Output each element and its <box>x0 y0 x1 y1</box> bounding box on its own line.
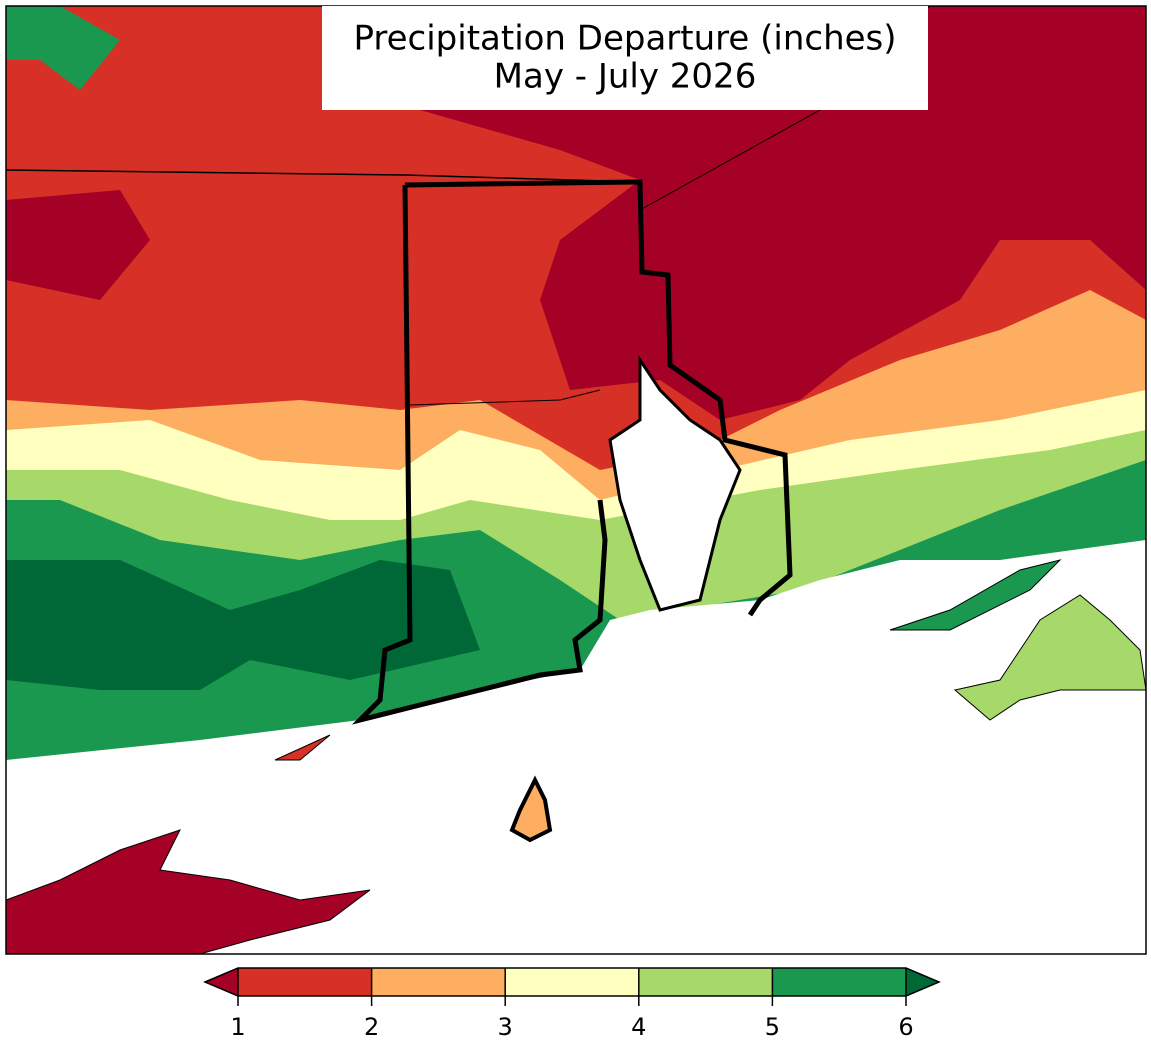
ocean <box>6 540 1146 954</box>
colorbar-over <box>906 968 939 996</box>
colorbar-segment <box>238 968 372 996</box>
colorbar-under <box>205 968 238 996</box>
colorbar-segment <box>371 968 506 996</box>
title-box <box>322 6 928 110</box>
border <box>6 169 641 183</box>
island <box>6 829 371 954</box>
island <box>509 775 553 843</box>
state-border <box>404 179 793 617</box>
title: Precipitation Departure (inches) <box>353 19 896 59</box>
island <box>889 559 1062 631</box>
border <box>409 389 601 406</box>
map <box>6 6 1146 954</box>
island <box>953 594 1146 721</box>
colorbar-tick-label: 3 <box>498 1013 513 1041</box>
map-region <box>6 560 480 690</box>
colorbar-segment <box>772 968 906 996</box>
colorbar-tick-label: 5 <box>765 1013 780 1041</box>
colorbar-segment <box>638 968 773 996</box>
colorbar-tick-label: 4 <box>631 1013 646 1041</box>
subtitle: May - July 2026 <box>494 57 757 97</box>
colorbar: 1 2 3 4 5 6 <box>203 967 941 1041</box>
colorbar-tick-label: 6 <box>898 1013 913 1041</box>
colorbar-tick-label: 2 <box>364 1013 379 1041</box>
map-region <box>6 6 120 90</box>
island <box>274 734 331 761</box>
colorbar-tick-label: 1 <box>230 1013 245 1041</box>
bay <box>608 355 742 612</box>
state-border <box>351 184 608 725</box>
colorbar-segment <box>505 968 639 996</box>
